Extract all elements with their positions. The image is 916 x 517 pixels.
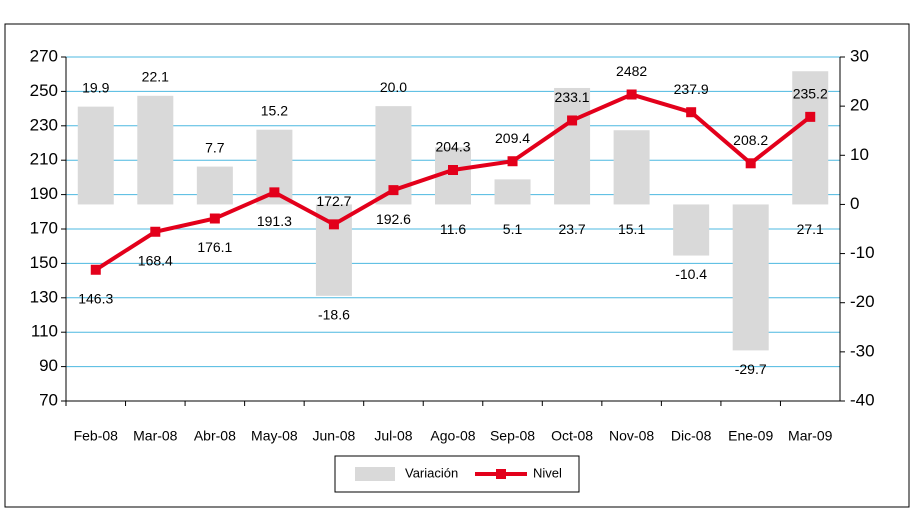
y-tick-label: 130 — [30, 287, 58, 306]
y2-tick-label: -10 — [850, 243, 875, 262]
x-tick-label: Oct-08 — [551, 428, 593, 444]
line-value-label: 168.4 — [138, 252, 173, 268]
bar-value-label: 15.2 — [261, 102, 288, 118]
bar — [613, 130, 650, 205]
bar-value-label: 11.6 — [440, 221, 466, 237]
y-tick-label: 210 — [30, 150, 58, 169]
line-marker — [805, 111, 816, 122]
bar — [792, 71, 829, 205]
bar-value-label: -10.4 — [675, 266, 707, 282]
x-tick-label: Mar-08 — [133, 428, 178, 444]
y2-tick-label: -30 — [850, 341, 875, 360]
bar-value-label: 15.1 — [618, 221, 645, 237]
bar-value-label: 5.1 — [503, 221, 523, 237]
bar-value-label: 22.1 — [142, 69, 169, 85]
line-marker — [507, 156, 518, 167]
line-value-label: 146.3 — [78, 290, 113, 306]
y-tick-label: 170 — [30, 218, 58, 237]
bar-value-label: 27.1 — [797, 221, 824, 237]
line-value-label: 235.2 — [793, 86, 828, 102]
x-tick-label: Feb-08 — [74, 428, 119, 444]
bar-value-label: 20.0 — [380, 79, 407, 95]
line-value-label: 204.3 — [435, 139, 470, 155]
legend-swatch — [355, 467, 395, 481]
bar — [494, 179, 531, 205]
y-tick-label: 270 — [30, 46, 58, 65]
labels: 70 90 110 130 150 170 190 210 230 250 270 -40 -30 -20… — [30, 46, 875, 443]
line-marker — [448, 165, 458, 176]
y2-tick-label: 20 — [850, 96, 869, 115]
line-value-label: 176.1 — [197, 239, 232, 255]
line-marker — [90, 264, 101, 275]
x-tick-label: May-08 — [251, 428, 298, 444]
y-tick-label: 110 — [31, 322, 58, 341]
bar — [554, 87, 591, 205]
x-tick-label: Jul-08 — [374, 428, 412, 444]
bar — [196, 166, 233, 205]
line-value-label: 191.3 — [257, 213, 292, 229]
legend: Variación Nivel — [355, 465, 562, 481]
x-tick-label: Ago-08 — [430, 428, 475, 444]
line-value-label: 192.6 — [376, 211, 411, 227]
line-marker — [626, 89, 637, 100]
y2-tick-label: 10 — [850, 145, 869, 164]
line-value-label: 208.2 — [733, 132, 768, 148]
bar-value-label: 23.7 — [558, 221, 585, 237]
y2-tick-label: 30 — [850, 46, 869, 65]
y-tick-label: 190 — [30, 184, 58, 203]
bar-value-label: 19.9 — [82, 79, 109, 95]
legend-swatch — [496, 469, 506, 479]
bar — [732, 204, 769, 351]
line-marker — [745, 158, 756, 169]
line-marker — [328, 219, 339, 230]
x-tick-label: Sep-08 — [490, 428, 535, 444]
y-tick-label: 90 — [39, 356, 58, 375]
legend-label: Nivel — [533, 465, 562, 480]
x-tick-label: Ene-09 — [728, 428, 773, 444]
y-tick-label: 250 — [30, 81, 58, 100]
line-marker — [567, 115, 578, 126]
line-marker — [388, 185, 399, 196]
line-value-label: 233.1 — [555, 89, 590, 105]
x-tick-label: Dic-08 — [671, 428, 712, 444]
line-marker — [150, 226, 161, 237]
bar-value-label: 7.7 — [205, 139, 225, 155]
legend-label: Variación — [405, 465, 458, 480]
x-tick-label: Jun-08 — [313, 428, 356, 444]
y2-tick-label: 0 — [850, 194, 859, 213]
bar — [137, 95, 174, 205]
line-value-label: 2482 — [616, 63, 647, 79]
y-tick-label: 70 — [39, 390, 58, 409]
line-marker — [209, 213, 220, 224]
x-tick-label: Abr-08 — [194, 428, 236, 444]
y-tick-label: 230 — [30, 115, 58, 134]
bar — [77, 106, 114, 205]
line-value-label: 172.7 — [316, 193, 351, 209]
bar — [673, 204, 710, 256]
line-value-label: 209.4 — [495, 130, 530, 146]
grid — [61, 56, 845, 406]
marks — [77, 71, 829, 351]
y-tick-label: 150 — [30, 253, 58, 272]
bar-value-label: -29.7 — [735, 361, 767, 377]
bar-value-label: -18.6 — [318, 307, 350, 323]
x-tick-label: Nov-08 — [609, 428, 654, 444]
y2-tick-label: -40 — [850, 390, 875, 409]
line-value-label: 237.9 — [674, 81, 709, 97]
line-marker — [686, 107, 697, 118]
x-tick-label: Mar-09 — [788, 428, 833, 444]
y2-tick-label: -20 — [850, 292, 875, 311]
line-marker — [269, 187, 280, 198]
